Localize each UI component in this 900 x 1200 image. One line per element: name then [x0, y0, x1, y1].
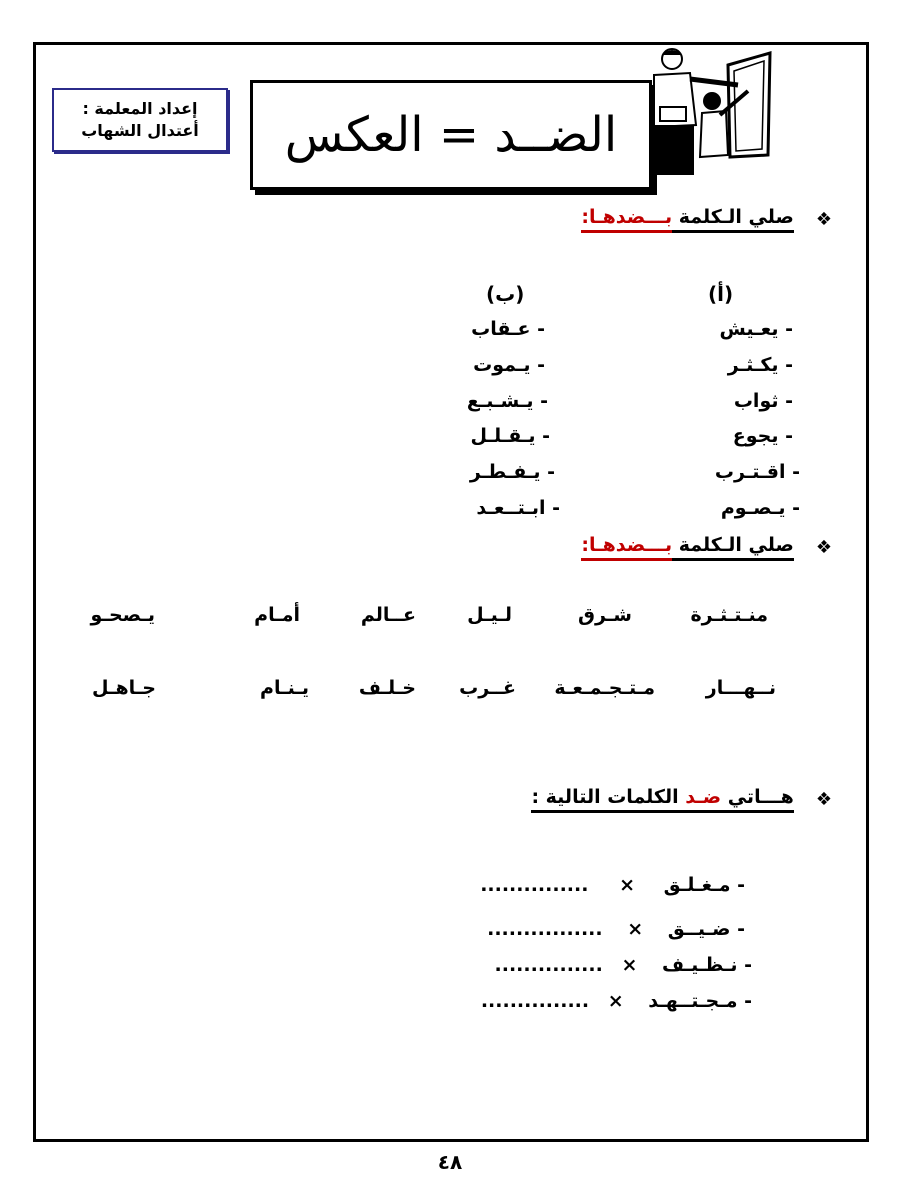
times-icon: ×	[627, 918, 644, 940]
word-row1: عــالم	[360, 604, 416, 626]
answer-blank[interactable]: ...............	[480, 874, 589, 896]
page-border	[33, 42, 869, 1142]
word-row2: غــرب	[459, 677, 516, 699]
exercise-word: - نـظـيـف	[661, 954, 752, 976]
section3-heading-post: الكلمات التالية :	[531, 786, 686, 808]
section1-heading-main: صلي الـكلمة	[672, 206, 794, 228]
section2-heading-main: صلي الـكلمة	[672, 534, 794, 556]
section2-heading-red: بـــضدهـا:	[581, 534, 673, 561]
column-b-item: - يـقـلـل	[470, 425, 550, 447]
word-row1: يـصحـو	[90, 604, 155, 626]
prepared-by-box: إعداد المعلمة : أعتدال الشهاب	[52, 88, 228, 152]
column-b-item: - يـفـطـر	[469, 461, 555, 483]
antonym-exercise-row: - مـجـتــهـد × ...............	[481, 990, 752, 1012]
section3-heading: ❖ هـــاتي ضـد الكلمات التالية :	[531, 786, 832, 813]
column-a-item: - ثواب	[733, 390, 793, 412]
word-row2: جـاهـل	[92, 677, 156, 699]
answer-blank[interactable]: ...............	[494, 954, 603, 976]
antonym-exercise-row: - نـظـيـف × ...............	[495, 954, 752, 976]
column-a-item: - يجوع	[732, 425, 793, 447]
column-b-item: - يـموت	[473, 354, 545, 376]
word-row1: منـتـثـرة	[690, 604, 768, 626]
column-a-item: - اقـتـرب	[714, 461, 800, 483]
section1-heading-red: بـــضدهـا:	[581, 206, 673, 233]
section3-heading-red: ضـد	[685, 786, 722, 808]
section3-heading-pre: هـــاتي	[721, 786, 794, 808]
diamond-bullet-icon: ❖	[815, 209, 832, 230]
page-title: الضــد = العكس	[284, 107, 618, 163]
times-icon: ×	[621, 954, 638, 976]
column-a-item: - يكـثـر	[727, 354, 793, 376]
answer-blank[interactable]: ................	[487, 918, 603, 940]
word-row2: نــهـــار	[705, 677, 776, 699]
exercise-word: - مـغـلـق	[663, 874, 745, 896]
antonym-exercise-row: - ضـيــق × ................	[487, 918, 745, 940]
column-a-label: (أ)	[708, 282, 734, 306]
column-b-item: - عـقاب	[471, 318, 545, 340]
antonym-exercise-row: - مـغـلـق × ...............	[480, 874, 745, 896]
word-row2: خـلـف	[358, 677, 416, 699]
word-row1: لـيـل	[467, 604, 512, 626]
teacher-name: أعتدال الشهاب	[81, 121, 199, 140]
times-icon: ×	[607, 990, 624, 1012]
word-row2: مـتـجـمـعـة	[554, 677, 655, 699]
diamond-bullet-icon: ❖	[815, 537, 832, 558]
prepared-by-label: إعداد المعلمة :	[82, 99, 198, 118]
section1-heading: ❖ صلي الـكلمة بـــضدهـا:	[581, 206, 832, 233]
word-row1: شـرق	[578, 604, 632, 626]
page-number: ٤٨	[437, 1150, 463, 1174]
title-box: الضــد = العكس	[250, 80, 652, 190]
column-b-item: - يـشـبـع	[466, 390, 548, 412]
column-a-item: - يعـيش	[719, 318, 793, 340]
times-icon: ×	[619, 874, 636, 896]
column-a-item: - يـصـوم	[720, 497, 800, 519]
exercise-word: - ضـيــق	[667, 918, 745, 940]
section2-heading: ❖ صلي الـكلمة بـــضدهـا:	[581, 534, 832, 561]
exercise-word: - مـجـتــهـد	[648, 990, 752, 1012]
word-row1: أمـام	[254, 604, 300, 626]
word-row2: يـنـام	[260, 677, 309, 699]
column-b-item: - ابـتــعـد	[476, 497, 560, 519]
column-b-label: (ب)	[486, 282, 525, 306]
teacher-student-illustration	[653, 48, 772, 175]
answer-blank[interactable]: ...............	[480, 990, 590, 1012]
diamond-bullet-icon: ❖	[815, 789, 832, 810]
